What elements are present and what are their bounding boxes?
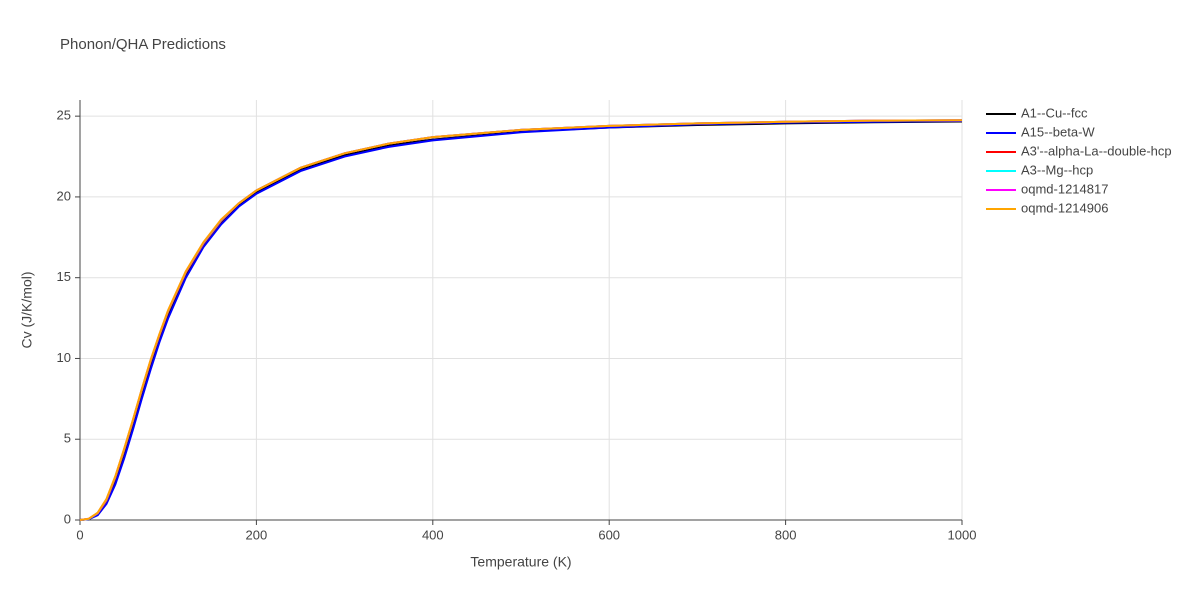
series-line <box>79 120 963 521</box>
legend-label: oqmd-1214906 <box>1021 200 1108 215</box>
y-tick-label: 10 <box>57 350 71 365</box>
legend-label: A3--Mg--hcp <box>1021 162 1093 177</box>
x-tick-label: 600 <box>598 527 620 542</box>
y-tick-label: 5 <box>64 431 71 446</box>
legend-label: oqmd-1214817 <box>1021 181 1108 196</box>
chart-title: Phonon/QHA Predictions <box>60 36 226 53</box>
series-line <box>79 119 963 521</box>
legend-label: A1--Cu--fcc <box>1021 105 1088 120</box>
y-axis-title: Cv (J/K/mol) <box>19 272 35 349</box>
x-tick-label: 200 <box>246 527 268 542</box>
y-tick-label: 0 <box>64 511 71 526</box>
x-tick-label: 1000 <box>948 527 977 542</box>
y-tick-label: 15 <box>57 269 71 284</box>
x-tick-label: 0 <box>76 527 83 542</box>
legend-label: A3'--alpha-La--double-hcp <box>1021 143 1172 158</box>
y-tick-label: 20 <box>57 188 71 203</box>
x-axis-title: Temperature (K) <box>470 554 571 570</box>
x-tick-label: 800 <box>775 527 797 542</box>
y-tick-label: 25 <box>57 108 71 123</box>
legend-label: A15--beta-W <box>1021 124 1095 139</box>
x-tick-label: 400 <box>422 527 444 542</box>
